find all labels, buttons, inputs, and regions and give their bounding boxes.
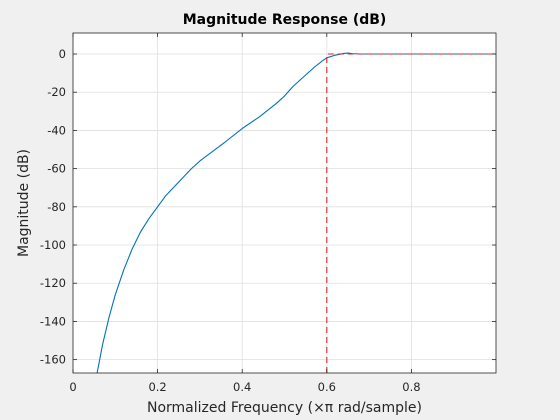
y-tick-label: -80 <box>47 200 66 214</box>
grid-lines <box>72 33 496 373</box>
y-tick-label: -40 <box>47 123 66 137</box>
y-tick-label: -60 <box>47 162 66 176</box>
x-tick-label: 0.8 <box>402 380 420 394</box>
y-tick-label: -160 <box>40 353 66 367</box>
y-tick-label: -100 <box>40 238 66 252</box>
x-axis-label: Normalized Frequency (×π rad/sample) <box>147 400 422 416</box>
chart-title: Magnitude Response (dB) <box>183 12 387 28</box>
y-axis-label: Magnitude (dB) <box>16 149 32 257</box>
plot-frame <box>72 32 497 374</box>
x-tick-label: 0.2 <box>148 380 166 394</box>
magnitude-response-line <box>96 52 496 373</box>
y-tick-label: -140 <box>40 314 66 328</box>
x-tick-label: 0 <box>69 380 76 394</box>
series-group <box>96 52 496 373</box>
x-tick-label: 0.4 <box>233 380 251 394</box>
axis-ticks <box>72 33 496 373</box>
plot-area <box>73 33 496 373</box>
specification-mask-line <box>326 53 496 373</box>
y-tick-label: 0 <box>59 47 66 61</box>
y-tick-label: -120 <box>40 276 66 290</box>
y-tick-label: -20 <box>47 85 66 99</box>
tick-labels: 0 0.2 0.4 0.6 0.8 0 -20 -40 -60 -80 -100 -120 -140 -1… <box>40 47 421 394</box>
x-tick-label: 0.6 <box>318 380 336 394</box>
